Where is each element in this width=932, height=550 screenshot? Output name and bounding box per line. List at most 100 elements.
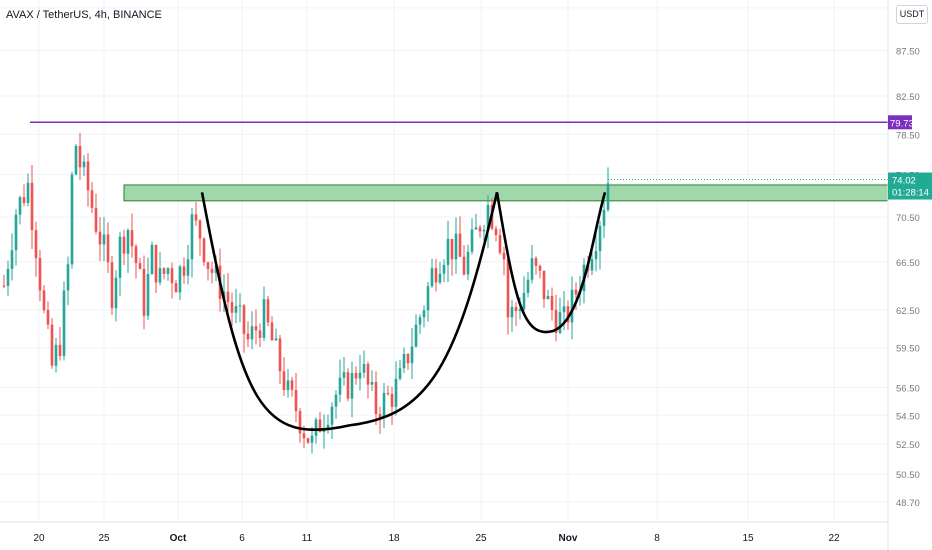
candle-body bbox=[426, 286, 430, 311]
candle-body bbox=[310, 435, 314, 443]
handle-pattern-curve bbox=[495, 191, 607, 334]
candle-body bbox=[382, 392, 386, 418]
candle-body bbox=[590, 259, 594, 271]
candle-body bbox=[210, 268, 214, 273]
x-tick-label: 18 bbox=[388, 533, 400, 544]
candle-body bbox=[162, 268, 166, 274]
candle-body bbox=[254, 326, 258, 331]
candle-body bbox=[46, 310, 50, 325]
candle-body bbox=[282, 371, 286, 391]
candle-body bbox=[262, 299, 266, 338]
candle-body bbox=[422, 310, 426, 318]
candle-body bbox=[374, 381, 378, 414]
candle-body bbox=[182, 266, 186, 276]
candle-body bbox=[234, 306, 238, 313]
candle-body bbox=[386, 392, 390, 395]
candle-body bbox=[30, 182, 34, 231]
candle-body bbox=[526, 279, 530, 293]
candle-body bbox=[418, 317, 422, 325]
candle-body bbox=[502, 252, 506, 260]
candle-body bbox=[202, 238, 206, 263]
candle-body bbox=[354, 373, 358, 379]
candle-body bbox=[230, 302, 234, 313]
candle-body bbox=[98, 231, 102, 245]
countdown-label: 01:28:14 bbox=[892, 188, 929, 199]
candle-body bbox=[34, 230, 38, 259]
price-axis-layer: 92.5087.5082.5078.5074.5070.5066.5062.50… bbox=[887, 0, 932, 550]
x-tick-label: 11 bbox=[302, 533, 313, 544]
candle-body bbox=[290, 380, 294, 390]
candle-body bbox=[378, 413, 382, 418]
candle-body bbox=[226, 291, 230, 303]
candle-body bbox=[102, 234, 106, 245]
candle-body bbox=[346, 372, 350, 399]
y-tick-label: 66.50 bbox=[896, 258, 920, 269]
candle-body bbox=[198, 220, 202, 239]
candle-body bbox=[506, 259, 510, 318]
y-tick-label: 59.50 bbox=[896, 344, 920, 355]
candle-body bbox=[358, 372, 362, 379]
candle-body bbox=[142, 268, 146, 316]
y-tick-label: 52.50 bbox=[896, 440, 920, 451]
candle-body bbox=[534, 258, 538, 266]
candle-body bbox=[286, 380, 290, 391]
candle-body bbox=[306, 438, 310, 443]
x-tick-label: 25 bbox=[475, 533, 487, 544]
candle-body bbox=[486, 205, 490, 230]
x-tick-label: 8 bbox=[654, 533, 660, 544]
y-tick-label: 70.50 bbox=[896, 213, 920, 224]
x-tick-label: 22 bbox=[828, 533, 840, 544]
y-tick-label: 87.50 bbox=[896, 47, 920, 58]
currency-button[interactable]: USDT bbox=[896, 5, 928, 24]
candle-body bbox=[498, 234, 502, 253]
candle-body bbox=[566, 306, 570, 323]
candle-body bbox=[78, 145, 82, 168]
candle-body bbox=[390, 394, 394, 407]
candle-body bbox=[570, 289, 574, 323]
candle-body bbox=[54, 344, 58, 366]
candle-body bbox=[174, 283, 178, 293]
candle-body bbox=[438, 273, 442, 283]
candle-body bbox=[402, 354, 406, 369]
horizontal-line-price-label: 79.73 bbox=[890, 118, 914, 129]
candle-body bbox=[42, 290, 46, 311]
cup-pattern-curve bbox=[200, 192, 499, 432]
candle-body bbox=[26, 182, 30, 203]
y-tick-label: 54.50 bbox=[896, 411, 920, 422]
y-tick-label: 48.70 bbox=[896, 498, 920, 509]
candle-body bbox=[462, 256, 466, 275]
candle-body bbox=[494, 228, 498, 235]
candle-body bbox=[350, 373, 354, 399]
candle-body bbox=[542, 270, 546, 300]
candle-body bbox=[458, 233, 462, 257]
candle-body bbox=[278, 338, 282, 372]
drawing-overlay bbox=[30, 121, 888, 432]
candle-body bbox=[334, 394, 338, 407]
candle-body bbox=[406, 354, 410, 364]
candle-body bbox=[510, 306, 514, 318]
candle-body bbox=[314, 419, 318, 436]
candle-body bbox=[330, 406, 334, 425]
candle-body bbox=[86, 161, 90, 191]
x-tick-label: 6 bbox=[239, 533, 245, 544]
candle-body bbox=[70, 174, 74, 265]
candle-body bbox=[366, 364, 370, 385]
candle-body bbox=[514, 306, 518, 312]
candle-body bbox=[122, 236, 126, 254]
candle-body bbox=[10, 250, 14, 270]
candle-body bbox=[18, 197, 22, 215]
candle-body bbox=[22, 197, 26, 203]
candle-body bbox=[246, 333, 250, 340]
candle-body bbox=[434, 268, 438, 283]
candle-body bbox=[266, 299, 270, 323]
candle-body bbox=[194, 214, 198, 221]
candle-body bbox=[242, 305, 246, 334]
candle-body bbox=[178, 266, 182, 293]
candlestick-series bbox=[2, 132, 610, 454]
candle-body bbox=[474, 227, 478, 230]
chart-title: AVAX / TetherUS, 4h, BINANCE bbox=[6, 9, 162, 21]
candle-body bbox=[114, 277, 118, 309]
candle-body bbox=[414, 324, 418, 347]
candle-body bbox=[550, 295, 554, 310]
